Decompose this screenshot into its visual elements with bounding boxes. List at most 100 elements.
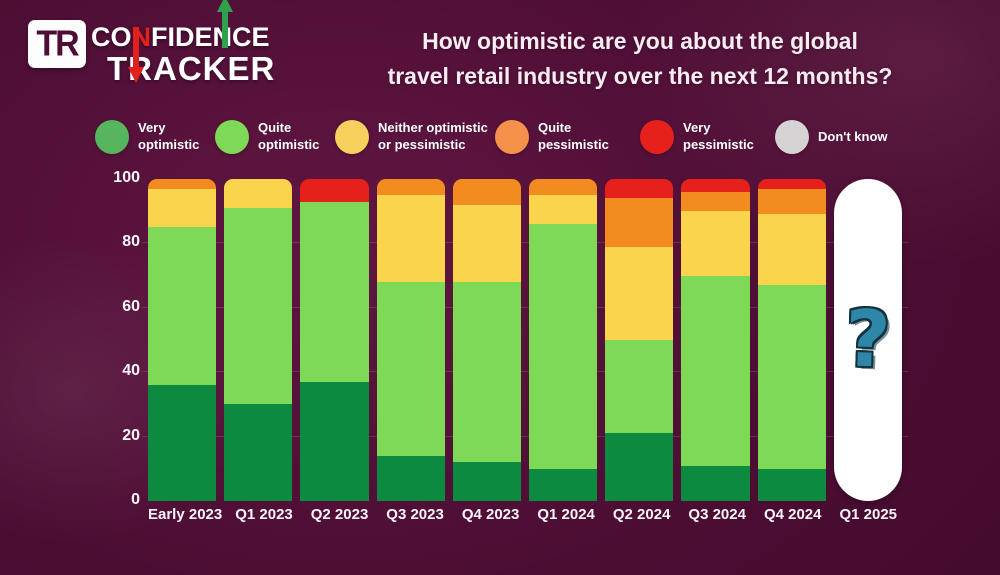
legend-label: Quite optimistic bbox=[258, 120, 320, 152]
y-tick-40: 40 bbox=[122, 362, 140, 380]
segment-quite-pessimistic bbox=[376, 179, 445, 196]
segment-quite-optimistic bbox=[757, 285, 826, 469]
bar-q3-2023 bbox=[376, 179, 445, 501]
segment-quite-pessimistic bbox=[681, 191, 750, 212]
segment-quite-optimistic bbox=[681, 275, 750, 466]
legend-item-neither-optimistic-or-pessimistic: Neither optimistic or pessimistic bbox=[335, 120, 488, 154]
segment-neither-optimistic-or-pessimistic bbox=[148, 188, 217, 228]
gridline-80 bbox=[142, 242, 908, 244]
segment-very-optimistic bbox=[452, 462, 522, 501]
x-label-q3-2023: Q3 2023 bbox=[386, 506, 444, 523]
segment-very-pessimistic bbox=[300, 179, 369, 202]
segment-very-optimistic bbox=[148, 385, 217, 501]
legend-item-very-pessimistic: Very pessimistic bbox=[640, 120, 754, 154]
legend-label: Very optimistic bbox=[138, 120, 200, 152]
bar-q2-2024 bbox=[605, 179, 674, 501]
y-tick-80: 80 bbox=[122, 233, 140, 251]
legend-dot-quite-optimistic bbox=[215, 120, 249, 154]
legend-item-very-optimistic: Very optimistic bbox=[95, 120, 199, 154]
legend-dot-don-t-know bbox=[775, 120, 809, 154]
y-tick-0: 0 bbox=[131, 491, 140, 508]
segment-very-pessimistic bbox=[681, 179, 750, 192]
segment-quite-pessimistic bbox=[452, 179, 522, 205]
segment-neither-optimistic-or-pessimistic bbox=[757, 214, 826, 286]
x-label-q1-2023: Q1 2023 bbox=[235, 506, 293, 523]
legend-item-quite-optimistic: Quite optimistic bbox=[215, 120, 319, 154]
gridline-20 bbox=[142, 435, 908, 437]
x-label-q2-2023: Q2 2023 bbox=[310, 506, 369, 523]
x-label-early-2023: Early 2023 bbox=[148, 506, 223, 523]
segment-quite-optimistic bbox=[224, 208, 293, 405]
segment-neither-optimistic-or-pessimistic bbox=[224, 179, 293, 208]
segment-quite-pessimistic bbox=[757, 188, 826, 215]
segment-neither-optimistic-or-pessimistic bbox=[681, 211, 750, 276]
legend-label: Very pessimistic bbox=[683, 120, 754, 152]
gridline-40 bbox=[142, 371, 908, 373]
tr-logo-text: TR bbox=[36, 23, 79, 64]
gridline-60 bbox=[142, 306, 908, 308]
question-mark-icon: ? bbox=[843, 294, 893, 386]
chart-title: How optimistic are you about the global … bbox=[355, 24, 925, 93]
segment-quite-pessimistic bbox=[529, 179, 598, 196]
segment-quite-optimistic bbox=[300, 201, 369, 382]
bar-q1-2023 bbox=[224, 179, 293, 501]
segment-very-pessimistic bbox=[605, 179, 674, 199]
legend-dot-quite-pessimistic bbox=[495, 120, 529, 154]
segment-quite-optimistic bbox=[376, 282, 445, 456]
bar-q4-2023 bbox=[452, 179, 522, 501]
bar-q1-2025-unknown: ? bbox=[833, 179, 903, 501]
chart-title-line1: How optimistic are you about the global bbox=[422, 28, 858, 54]
segment-very-optimistic bbox=[224, 404, 293, 501]
logo-letter-n-red: N bbox=[127, 22, 151, 83]
stacked-bars: ? bbox=[148, 179, 903, 501]
bar-q1-2024 bbox=[529, 179, 598, 501]
segment-very-optimistic bbox=[300, 381, 369, 501]
segment-very-optimistic bbox=[605, 433, 674, 501]
legend-item-quite-pessimistic: Quite pessimistic bbox=[495, 120, 609, 154]
segment-quite-optimistic bbox=[529, 224, 598, 469]
tr-logo-block: TR bbox=[28, 20, 86, 68]
segment-very-pessimistic bbox=[757, 179, 826, 189]
x-label-q1-2024: Q1 2024 bbox=[537, 506, 595, 523]
y-tick-20: 20 bbox=[122, 426, 140, 444]
legend-item-don-t-know: Don't know bbox=[775, 120, 888, 154]
segment-neither-optimistic-or-pessimistic bbox=[529, 195, 598, 225]
logo-letters-co: CO bbox=[91, 22, 132, 52]
logo-letter-n-green: N bbox=[213, 0, 233, 53]
legend-dot-very-optimistic bbox=[95, 120, 129, 154]
legend-label: Neither optimistic or pessimistic bbox=[378, 120, 488, 152]
down-arrow-icon bbox=[127, 27, 144, 83]
segment-quite-pessimistic bbox=[148, 179, 217, 189]
logo-letters-ce: CE bbox=[232, 22, 270, 52]
plot-area: ? bbox=[142, 179, 908, 501]
legend-dot-neither-optimistic-or-pessimistic bbox=[335, 120, 369, 154]
segment-neither-optimistic-or-pessimistic bbox=[605, 246, 674, 341]
x-label-q1-2025: Q1 2025 bbox=[839, 506, 898, 523]
segment-neither-optimistic-or-pessimistic bbox=[452, 204, 522, 283]
bar-q3-2024 bbox=[681, 179, 750, 501]
x-label-q3-2024: Q3 2024 bbox=[688, 506, 746, 523]
logo-word-confidence: CONFIDENCE bbox=[91, 0, 275, 83]
bar-q2-2023 bbox=[300, 179, 369, 501]
segment-quite-optimistic bbox=[148, 227, 217, 386]
x-label-q4-2023: Q4 2023 bbox=[461, 506, 520, 523]
x-label-q2-2024: Q2 2024 bbox=[612, 506, 671, 523]
bar-early-2023 bbox=[148, 179, 217, 501]
legend-dot-very-pessimistic bbox=[640, 120, 674, 154]
bar-q4-2024 bbox=[757, 179, 826, 501]
y-tick-60: 60 bbox=[122, 297, 140, 315]
x-label-q4-2024: Q4 2024 bbox=[763, 506, 822, 523]
segment-quite-optimistic bbox=[605, 340, 674, 434]
segment-very-optimistic bbox=[376, 455, 445, 501]
segment-quite-pessimistic bbox=[605, 198, 674, 247]
x-axis-category-labels: Early 2023 Q1 2023 Q2 2023 Q3 2023 Q4 2023 Q1… bbox=[148, 506, 902, 523]
legend-label: Quite pessimistic bbox=[538, 120, 609, 152]
logo-letters-fide: FIDE bbox=[151, 22, 213, 52]
segment-very-optimistic bbox=[757, 468, 826, 501]
logo-wordmark: CONFIDENCE TRACKER bbox=[91, 0, 275, 85]
tr-confidence-tracker-logo: TR CONFIDENCE TRACKER bbox=[28, 0, 275, 85]
segment-very-optimistic bbox=[529, 468, 598, 501]
segment-very-optimistic bbox=[681, 465, 750, 501]
y-tick-100: 100 bbox=[113, 169, 140, 186]
segment-quite-optimistic bbox=[452, 282, 522, 463]
